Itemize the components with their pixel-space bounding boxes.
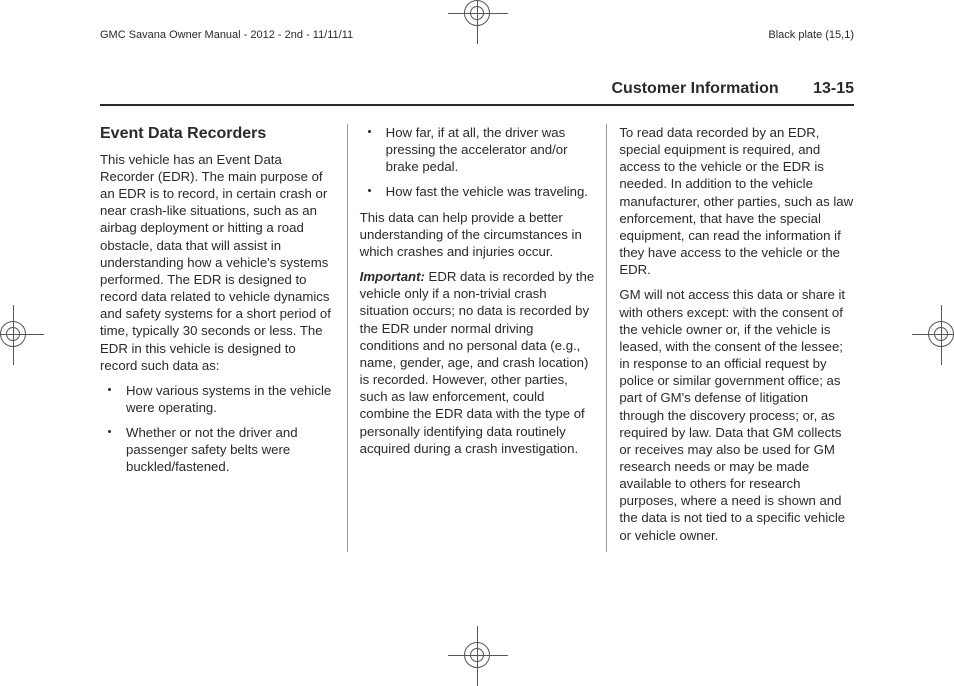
paragraph: To read data recorded by an EDR, special… [619, 124, 854, 278]
bullet-text: How far, if at all, the driver was press… [386, 125, 568, 174]
section-heading: Event Data Recorders [100, 124, 335, 145]
crop-mark-left [0, 321, 26, 347]
bullet-dot-icon [108, 430, 111, 433]
bullet-text: How various systems in the vehicle were … [126, 383, 331, 415]
header-left: GMC Savana Owner Manual - 2012 - 2nd - 1… [100, 29, 353, 41]
header-right: Black plate (15,1) [768, 29, 854, 41]
bullet-list: How various systems in the vehicle were … [100, 382, 335, 476]
bullet-dot-icon [368, 130, 371, 133]
chapter-title: Customer Information [612, 80, 779, 97]
page-number: 13-15 [813, 80, 854, 97]
paragraph-important: Important: EDR data is recorded by the v… [360, 268, 595, 457]
column-3: To read data recorded by an EDR, special… [607, 124, 854, 552]
column-1: Event Data Recorders This vehicle has an… [100, 124, 348, 552]
bullet-list: How far, if at all, the driver was press… [360, 124, 595, 201]
crop-mark-right [928, 321, 954, 347]
bullet-item: Whether or not the driver and passenger … [100, 424, 335, 475]
print-header: GMC Savana Owner Manual - 2012 - 2nd - 1… [0, 20, 954, 50]
bullet-text: Whether or not the driver and passenger … [126, 425, 298, 474]
important-text: EDR data is recorded by the vehicle only… [360, 269, 595, 456]
bullet-text: How fast the vehicle was traveling. [386, 184, 588, 199]
crop-mark-bottom [464, 642, 490, 668]
paragraph: GM will not access this data or share it… [619, 286, 854, 543]
paragraph: This vehicle has an Event Data Recorder … [100, 151, 335, 374]
chapter-rule [100, 104, 854, 106]
bullet-dot-icon [368, 189, 371, 192]
bullet-item: How far, if at all, the driver was press… [360, 124, 595, 175]
paragraph: This data can help provide a better unde… [360, 209, 595, 260]
important-label: Important: [360, 269, 425, 284]
bullet-item: How various systems in the vehicle were … [100, 382, 335, 416]
chapter-header: Customer Information 13-15 [612, 80, 855, 98]
bullet-item: How fast the vehicle was traveling. [360, 183, 595, 200]
bullet-dot-icon [108, 388, 111, 391]
content-area: Event Data Recorders This vehicle has an… [100, 124, 854, 552]
column-2: How far, if at all, the driver was press… [348, 124, 608, 552]
